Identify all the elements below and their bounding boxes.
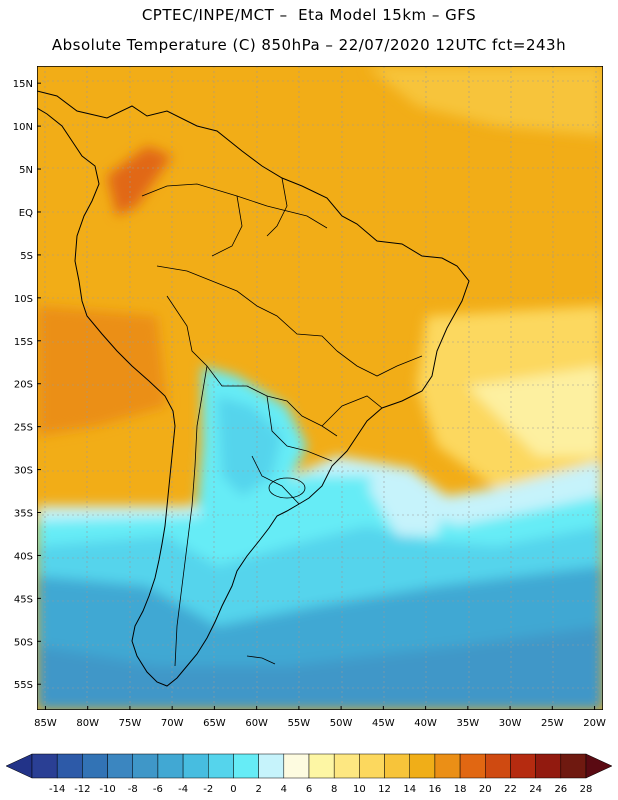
- colorbar-label: 18: [454, 784, 467, 795]
- colorbar-swatch: [157, 753, 184, 779]
- lat-label: 5N: [19, 165, 33, 176]
- lon-label: 20W: [583, 718, 606, 729]
- colorbar-swatch: [359, 753, 385, 779]
- title-line-2: Absolute Temperature (C) 850hPa – 22/07/…: [51, 36, 567, 54]
- colorbar-swatch: [434, 753, 461, 779]
- colorbar-label: 4: [281, 784, 287, 795]
- offshore-pale: [367, 466, 447, 536]
- lat-label: 15N: [13, 79, 33, 90]
- country-borders: [141, 177, 423, 667]
- colorbar-swatch: [308, 753, 335, 779]
- lon-label: 45W: [372, 718, 395, 729]
- colorbar-label: 10: [353, 784, 366, 795]
- temperature-map: [37, 66, 603, 710]
- colorbar-swatch: [409, 753, 436, 779]
- lat-label: 35S: [14, 509, 33, 520]
- deep-south: [37, 626, 603, 710]
- colorbar-swatch: [384, 753, 410, 779]
- colorbar-swatch: [333, 753, 360, 779]
- colorbar-label: 8: [331, 784, 337, 795]
- colorbar-label: -12: [74, 784, 90, 795]
- colorbar-label: 20: [479, 784, 492, 795]
- lat-label: 10S: [14, 294, 33, 305]
- lon-label: 35W: [457, 718, 480, 729]
- colorbar-swatch: [535, 753, 562, 779]
- colorbar-label: -8: [128, 784, 138, 795]
- lon-label: 25W: [541, 718, 564, 729]
- colorbar-arrow-right: [585, 753, 613, 779]
- colorbar: -14 -12 -10 -8 -6 -4 -2 0 2 4 6 8 10 12 14 16 18 20 22 24 26…: [5, 753, 613, 795]
- colorbar-swatch: [132, 753, 159, 779]
- lat-label: 50S: [14, 637, 33, 648]
- lat-label: EQ: [19, 208, 33, 219]
- lat-label: 25S: [14, 423, 33, 434]
- colorbar-label: -2: [203, 784, 213, 795]
- colorbar-swatch: [233, 753, 259, 779]
- colorbar-swatch: [182, 753, 209, 779]
- colorbar-label: 6: [306, 784, 312, 795]
- lon-label: 55W: [288, 718, 311, 729]
- lon-label: 50W: [330, 718, 353, 729]
- colorbar-label: -4: [178, 784, 188, 795]
- colorbar-label: -6: [153, 784, 163, 795]
- colorbar-swatch: [107, 753, 133, 779]
- colorbar-label: 12: [378, 784, 391, 795]
- colorbar-swatch: [510, 753, 536, 779]
- lat-label: 55S: [14, 680, 33, 691]
- colorbar-label: 14: [403, 784, 416, 795]
- lagoa: [268, 477, 306, 499]
- graticule: [37, 66, 603, 710]
- lon-label: 85W: [34, 718, 57, 729]
- colorbar-label: 24: [529, 784, 542, 795]
- colorbar-label: 28: [580, 784, 593, 795]
- lon-label: 70W: [161, 718, 184, 729]
- colorbar-label: -14: [49, 784, 65, 795]
- colorbar-swatch: [485, 753, 511, 779]
- colorbar-swatch: [560, 753, 587, 779]
- lat-label: 30S: [14, 466, 33, 477]
- lon-label: 80W: [76, 718, 99, 729]
- lon-label: 40W: [414, 718, 437, 729]
- lon-label: 65W: [203, 718, 226, 729]
- colorbar-arrow-left: [5, 753, 33, 779]
- colorbar-swatch: [31, 753, 58, 779]
- lat-label: 10N: [13, 122, 33, 133]
- lat-label: 45S: [14, 594, 33, 605]
- colorbar-label: 16: [429, 784, 442, 795]
- lon-label: 75W: [119, 718, 142, 729]
- pale-yellow: [467, 366, 603, 456]
- colorbar-swatch: [283, 753, 310, 779]
- colorbar-swatch: [82, 753, 108, 779]
- ne-warm-patch: [367, 66, 603, 136]
- axis-labels: 15N 10N 5N EQ 5S 10S 15S 20S 25S 30S 35S 40S 45S 50S 5…: [13, 79, 606, 729]
- colorbar-swatch: [208, 753, 234, 779]
- lat-label: 40S: [14, 551, 33, 562]
- lon-label: 30W: [499, 718, 522, 729]
- falklands: [246, 655, 276, 665]
- lat-label: 5S: [20, 251, 33, 262]
- colorbar-label: 0: [230, 784, 236, 795]
- colorbar-swatch: [459, 753, 486, 779]
- lat-label: 20S: [14, 380, 33, 391]
- colorbar-swatch: [56, 753, 83, 779]
- colorbar-swatch: [258, 753, 285, 779]
- colorbar-label: -10: [99, 784, 115, 795]
- lon-label: 60W: [245, 718, 268, 729]
- colorbar-label: 22: [504, 784, 517, 795]
- colorbar-label: 2: [255, 784, 261, 795]
- lat-label: 15S: [14, 337, 33, 348]
- pacific-orange: [37, 306, 167, 436]
- title-line-1: CPTEC/INPE/MCT – Eta Model 15km – GFS: [141, 6, 477, 24]
- colorbar-label: 26: [554, 784, 567, 795]
- south-america-coastline: [37, 90, 470, 687]
- andes-hot: [107, 146, 172, 216]
